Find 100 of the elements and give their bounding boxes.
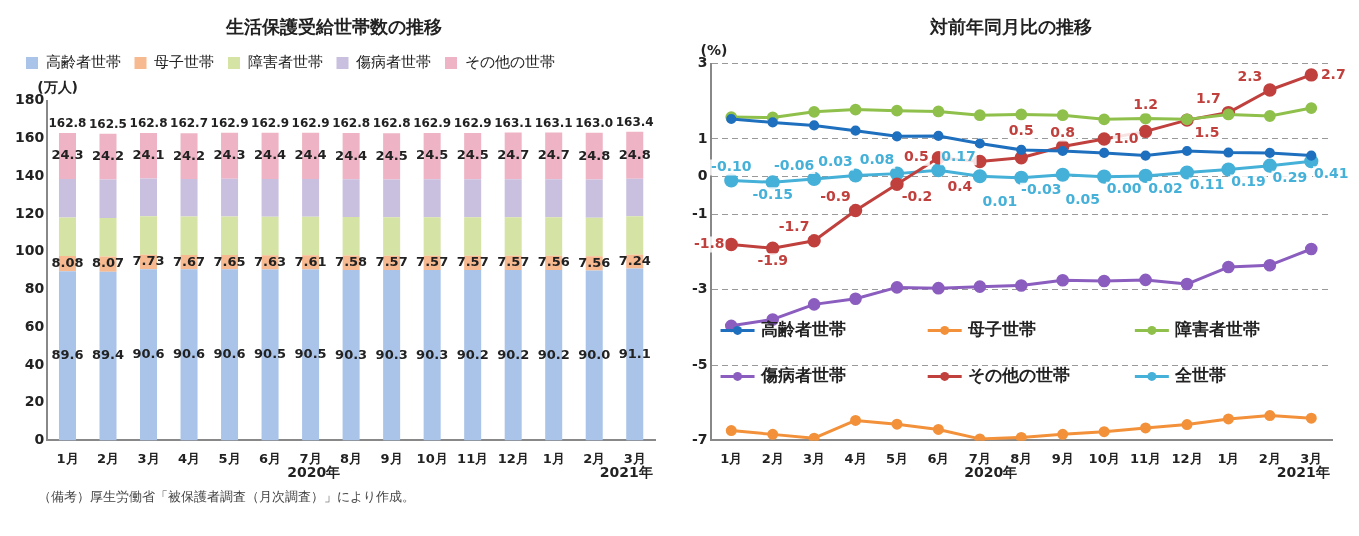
data-label: 7.57 [375, 254, 408, 270]
legend-label: 高齢者世帯 [45, 52, 121, 71]
legend-label: その他の世帯 [464, 52, 555, 71]
total-label: 163.0 [575, 115, 614, 130]
data-label: 7.57 [456, 254, 489, 270]
x-tick-label: 2月 [761, 450, 784, 466]
x-tick-label: 7月 [968, 450, 991, 466]
y-tick-label: 120 [14, 204, 45, 221]
y-tick-label: 0 [34, 431, 45, 448]
text: （備考）厚生労働省「被保護者調査（月次調査）」により作成。 [37, 488, 416, 506]
data-label: 24.5 [416, 147, 449, 163]
total-label: 163.1 [534, 115, 573, 130]
data-label: -0.9 [820, 188, 851, 205]
data-label: -0.06 [773, 156, 815, 173]
x-tick-label: 4月 [844, 450, 867, 466]
y-tick-label: 20 [24, 393, 45, 410]
text: 2021年 [1276, 464, 1330, 482]
total-label: 163.4 [615, 114, 654, 129]
legend-label: 高齢者世帯 [760, 318, 846, 339]
x-tick-label: 8月 [1010, 450, 1033, 466]
data-label: 91.1 [618, 345, 651, 361]
y-tick-label: -3 [691, 280, 708, 297]
x-tick-label: 9月 [380, 450, 403, 466]
text: 2020年 [287, 464, 341, 482]
total-label: 162.8 [48, 116, 87, 131]
chart-title: 生活保護受給世帯数の推移 [224, 16, 442, 38]
total-label: 162.8 [372, 116, 411, 131]
x-tick-label: 3月 [1300, 450, 1323, 466]
total-label: 162.5 [89, 116, 127, 131]
x-tick-label: 10月 [416, 450, 448, 466]
data-label: 24.1 [132, 147, 165, 163]
data-label: 8.08 [51, 255, 84, 270]
data-label: 0.03 [818, 153, 853, 170]
data-label: 0.00 [1106, 180, 1142, 197]
data-label: 0.11 [1189, 176, 1225, 193]
data-label: 24.3 [51, 147, 84, 163]
x-tick-label: 5月 [218, 450, 241, 466]
y-tick-label: -5 [691, 355, 708, 372]
data-label: 90.0 [578, 346, 611, 362]
data-label: 7.57 [497, 254, 530, 270]
data-label: -0.03 [1021, 181, 1062, 198]
data-label: 2.3 [1237, 67, 1263, 84]
x-tick-label: 9月 [1051, 450, 1074, 466]
data-label: 0.08 [859, 151, 895, 168]
text: 2020年 [964, 464, 1018, 482]
data-label: 7.61 [294, 253, 327, 269]
legend-label: 母子世帯 [966, 318, 1036, 339]
total-label: 162.9 [291, 115, 330, 130]
data-label: 0.17 [941, 147, 976, 164]
data-label: 7.56 [578, 254, 611, 270]
legend-label: その他の世帯 [967, 364, 1070, 385]
total-label: 162.7 [170, 116, 209, 131]
x-tick-label: 1月 [1217, 450, 1240, 466]
data-label: 90.6 [173, 346, 206, 362]
x-tick-label: 1月 [56, 450, 79, 466]
x-tick-label: 6月 [259, 450, 282, 466]
x-tick-label: 6月 [927, 450, 950, 466]
data-label: 24.2 [173, 147, 206, 163]
data-label: 0.02 [1148, 179, 1183, 196]
x-tick-label: 1月 [542, 450, 565, 466]
data-label: 24.4 [254, 147, 287, 163]
data-label: -0.2 [901, 187, 933, 204]
data-label: 90.3 [375, 346, 408, 362]
x-tick-label: 11月 [457, 450, 489, 466]
data-label: 24.7 [497, 147, 530, 163]
x-tick-label: 11月 [1130, 450, 1162, 466]
data-label: 24.4 [335, 147, 368, 163]
data-label: 24.5 [375, 147, 408, 163]
y-tick-label: -7 [691, 431, 708, 448]
x-tick-label: 3月 [137, 450, 160, 466]
x-tick-label: 2月 [1258, 450, 1281, 466]
data-label: -1.8 [693, 235, 725, 252]
chart-title: 対前年同月比の推移 [928, 16, 1092, 38]
data-label: 8.07 [91, 255, 125, 271]
data-label: 90.6 [213, 346, 246, 362]
total-label: 162.8 [129, 116, 168, 131]
data-label: 90.2 [537, 346, 570, 362]
y-tick-label: 40 [24, 355, 45, 372]
x-tick-label: 2月 [96, 450, 120, 466]
x-tick-label: 12月 [497, 450, 529, 466]
data-label: -1.7 [778, 218, 810, 235]
y-tick-label: 60 [24, 317, 45, 334]
total-label: 162.9 [251, 115, 290, 130]
legend-label: 障害者世帯 [1174, 318, 1260, 339]
data-label: 24.8 [618, 146, 651, 162]
data-label: 1.2 [1133, 96, 1158, 113]
x-tick-label: 5月 [885, 450, 909, 466]
y-tick-label: -1 [691, 204, 708, 221]
data-label: 0.8 [1050, 124, 1076, 141]
data-label: 0.41 [1314, 164, 1349, 181]
data-label: 90.2 [497, 346, 530, 362]
data-label: 24.5 [456, 147, 489, 163]
data-label: 1.0 [1113, 129, 1139, 146]
data-label: 89.6 [51, 347, 84, 363]
data-label: 24.2 [91, 147, 125, 163]
x-tick-label: 12月 [1171, 450, 1203, 466]
total-label: 162.9 [413, 116, 452, 131]
y-tick-label: 100 [14, 242, 45, 259]
data-label: 90.2 [456, 346, 489, 362]
data-label: 0.5 [904, 148, 929, 165]
